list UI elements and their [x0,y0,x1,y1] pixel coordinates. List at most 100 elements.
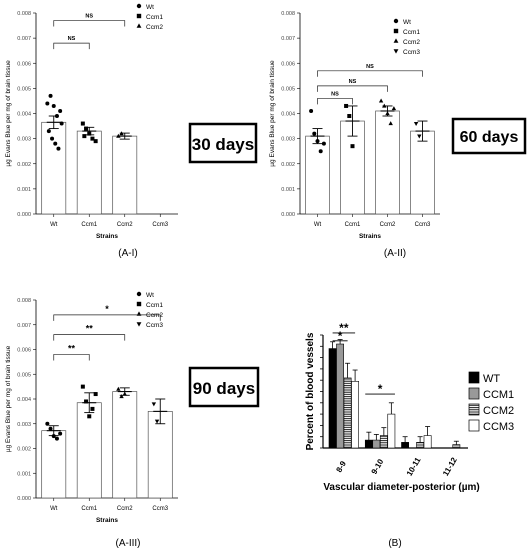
legend-marker [136,301,142,307]
y-tick-label: 0.008 [17,298,31,304]
data-point [51,103,56,108]
x-tick-label: Ccm1 [81,222,97,228]
x-tick-label: Wt [50,506,58,512]
y-tick-label: 0.001 [17,187,31,193]
data-point [413,121,419,126]
legend-marker [136,322,142,327]
legend-marker [393,28,399,34]
data-point [48,93,53,98]
bar [343,377,352,449]
bar [41,430,67,499]
data-point [93,139,98,144]
x-axis-label: Strains [96,233,118,240]
bar [112,391,138,499]
data-point [84,126,89,131]
y-tick-label: 0.005 [17,86,31,92]
legend-label: CCM1 [483,389,514,401]
bar [452,444,461,449]
y-tick-label: 0.006 [17,61,31,67]
data-point [56,146,61,151]
bar [147,411,173,499]
y-axis-label: µg Evans Blue per mg of brain tissue [269,60,276,167]
legend-label: Wt [146,4,154,11]
y-tick-label: 0.001 [17,471,31,477]
bar [364,439,373,449]
bar [336,343,344,449]
significance-label: NS [85,14,93,20]
y-tick-label: 0.002 [17,447,31,453]
legend-marker [136,23,142,28]
y-tick-label: 0.003 [17,137,31,143]
bar [379,435,388,449]
legend-marker [136,291,142,297]
data-point [90,136,95,141]
legend-label: Ccm3 [403,49,420,56]
data-point [48,426,53,431]
x-tick-label: 11-12 [441,455,459,477]
chart-a-iii: 0.000 0.001 0.002 0.003 0.004 0.005 0.006 0.007… [5,291,178,524]
bar [401,442,409,449]
significance-bracket [317,70,423,77]
panel-label-a-ii: (A-II) [384,248,406,259]
bar [112,135,138,215]
data-point [122,391,127,396]
data-point [58,108,63,113]
significance-bracket [53,334,126,341]
legend-marker [393,38,399,43]
x-axis-label: Vascular diameter-posterior (µm) [323,482,479,493]
significance-label: ** [86,324,94,334]
legend-label: Ccm1 [146,14,163,21]
data-point [119,394,124,399]
x-tick-label: 8-9 [334,459,348,474]
significance-label: NS [68,36,76,42]
legend-swatch [468,371,480,384]
bar [375,110,400,215]
significance-label: ** [339,321,349,335]
data-point [312,131,317,136]
significance-label: * [338,329,343,343]
significance-label: NS [349,79,357,85]
legend-label: CCM3 [483,421,514,433]
data-point [51,434,56,439]
y-axis-label: µg Evans Blue per mg of brain tissue [5,60,12,167]
data-point [82,134,87,139]
data-point [321,141,326,146]
y-axis-label: µg Evans Blue per mg of brain tissue [5,345,12,452]
bar [387,413,396,449]
data-point [344,103,349,108]
data-point [87,414,92,419]
significance-label: NS [366,64,374,70]
data-point [385,111,390,116]
bar [76,130,102,215]
x-tick-label: 9-10 [370,457,386,476]
x-tick-label: Ccm1 [345,222,361,228]
legend-marker [393,18,399,24]
y-tick-label: 0.004 [17,397,31,403]
data-point [116,386,121,391]
legend-label: Ccm2 [403,39,420,46]
significance-bracket [53,354,90,361]
data-point [50,136,55,141]
y-tick-label: 0.001 [281,187,295,193]
data-point [84,399,89,404]
chart-a-ii: 0.000 0.001 0.002 0.003 0.004 0.005 0.006 0.007… [269,11,440,240]
data-point [80,384,85,389]
data-point [151,402,157,407]
significance-label: ** [68,343,76,353]
y-tick-label: 0.007 [17,36,31,42]
data-point [46,129,51,134]
bar [372,439,381,449]
data-point [54,436,59,441]
x-tick-label: Ccm3 [415,222,431,228]
data-point [45,421,50,426]
significance-bracket [53,42,90,50]
data-point [119,131,124,136]
bar [328,348,337,449]
data-point [116,133,121,138]
x-tick-label: 10-11 [405,455,423,477]
x-axis-label: Strains [359,233,381,240]
data-point [382,103,387,108]
data-point [90,406,95,411]
legend-label: Ccm1 [403,29,420,36]
